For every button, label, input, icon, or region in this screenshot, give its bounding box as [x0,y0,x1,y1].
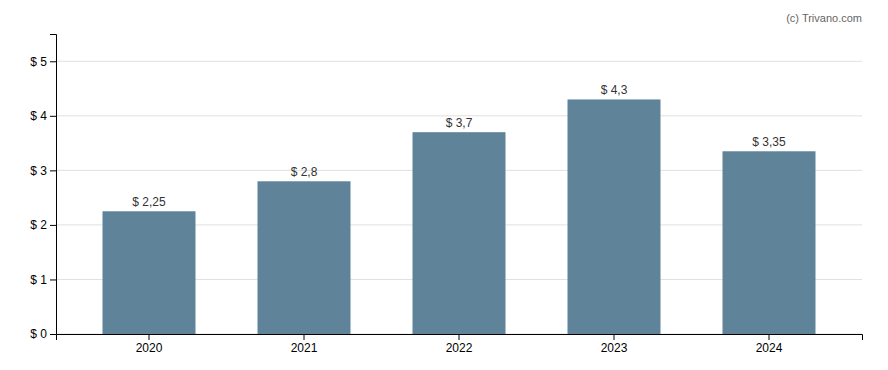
y-tick-label: $ 4 [30,109,47,123]
bar [103,211,196,334]
y-tick-mark [50,61,56,62]
x-tick-mark [459,334,460,340]
y-tick-mark [50,170,56,171]
y-tick-label: $ 1 [30,273,47,287]
plot: $ 0 $ 1 $ 2 $ 3 $ 4 $ 5 2020 2021 2022 2023 2024 $ … [30,12,862,355]
y-tick: $ 5 [30,55,56,69]
x-tick: 2024 [756,334,783,355]
x-tick-mark [304,334,305,340]
y-tick: $ 4 [30,109,56,123]
y-tick-label: $ 0 [30,327,47,341]
bar [258,181,351,334]
x-tick-label: 2024 [756,341,783,355]
y-tick-mark [50,334,56,335]
y-tick: $ 2 [30,218,56,232]
x-tick: 2023 [601,334,628,355]
x-tick-label: 2022 [446,341,473,355]
bar [568,99,661,334]
y-tick-label: $ 5 [30,55,47,69]
y-axis: $ 0 $ 1 $ 2 $ 3 $ 4 $ 5 [30,35,56,342]
y-tick: $ 1 [30,273,56,287]
x-tick-mark [769,334,770,340]
data-label: $ 4,3 [601,83,628,97]
y-tick-mark [50,225,56,226]
y-axis-line [50,35,57,335]
y-tick-mark [50,279,56,280]
y-tick: $ 3 [30,164,56,178]
chart: $ 0 $ 1 $ 2 $ 3 $ 4 $ 5 2020 2021 2022 2023 2024 $ … [0,0,888,370]
bars [103,99,816,334]
x-axis: 2020 2021 2022 2023 2024 [57,334,863,355]
y-tick-label: $ 2 [30,218,47,232]
x-tick: 2022 [446,334,473,355]
x-tick-label: 2021 [291,341,318,355]
x-tick: 2020 [136,334,163,355]
data-labels: $ 2,25 $ 2,8 $ 3,7 $ 4,3 $ 3,35 [132,83,786,209]
bar [723,151,816,334]
y-tick-label: $ 3 [30,164,47,178]
annotation: (c) Trivano.com [786,12,862,24]
x-tick-label: 2020 [136,341,163,355]
grid-line [56,61,862,62]
x-axis-line [57,335,863,341]
grid [56,61,862,334]
y-tick: $ 0 [30,327,56,341]
x-tick-mark [614,334,615,340]
x-tick: 2021 [291,334,318,355]
bar [413,132,506,334]
x-tick-label: 2023 [601,341,628,355]
data-label: $ 3,7 [446,116,473,130]
y-tick-mark [50,116,56,117]
data-label: $ 2,8 [291,165,318,179]
x-tick-mark [149,334,150,340]
data-label: $ 2,25 [132,195,166,209]
data-label: $ 3,35 [752,135,786,149]
